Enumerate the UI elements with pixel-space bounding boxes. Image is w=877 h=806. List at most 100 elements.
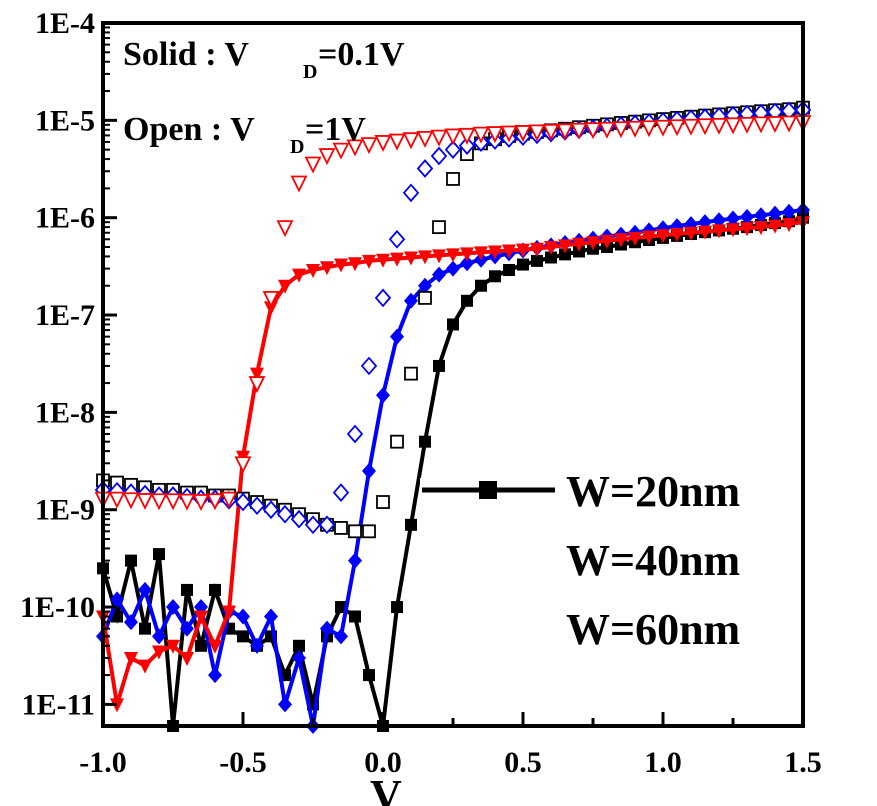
data-point bbox=[740, 222, 754, 237]
data-point bbox=[334, 628, 348, 645]
data-point bbox=[782, 203, 796, 220]
data-point bbox=[642, 230, 656, 245]
legend-label-w40: W=40nm bbox=[566, 536, 740, 585]
data-point bbox=[768, 205, 782, 222]
data-point bbox=[138, 659, 152, 674]
data-point bbox=[220, 491, 238, 509]
data-point bbox=[432, 220, 446, 235]
data-point bbox=[209, 583, 221, 596]
x-tick-label: 1.0 bbox=[644, 746, 682, 779]
data-point bbox=[208, 639, 222, 654]
data-point bbox=[290, 509, 308, 529]
axis-ticks: -1.0 -0.5 0.0 0.5 1.0 1.5 1E-11 1E-10 1E-9 1E-8 1E… bbox=[20, 7, 822, 779]
data-point bbox=[402, 132, 420, 150]
x-tick-label: -0.5 bbox=[219, 746, 267, 779]
data-point bbox=[474, 246, 488, 261]
data-point bbox=[348, 257, 362, 272]
data-point bbox=[766, 116, 784, 133]
data-point bbox=[726, 223, 740, 238]
data-point bbox=[559, 248, 571, 261]
data-point bbox=[152, 628, 166, 645]
data-point bbox=[542, 123, 560, 141]
x-tick-label: 0.0 bbox=[364, 746, 402, 779]
y-tick-label: 1E-5 bbox=[35, 104, 95, 137]
data-point bbox=[500, 125, 518, 143]
data-point bbox=[166, 639, 180, 654]
data-point bbox=[614, 233, 628, 248]
data-point bbox=[698, 225, 712, 240]
data-point bbox=[180, 651, 194, 666]
legend-marker-w20 bbox=[479, 481, 497, 499]
data-point bbox=[320, 620, 334, 637]
data-point bbox=[348, 524, 362, 539]
data-point bbox=[346, 424, 364, 444]
open-annotation: Open : V D =1V bbox=[123, 111, 366, 158]
data-point bbox=[530, 242, 544, 257]
data-point bbox=[682, 118, 700, 136]
data-point bbox=[489, 270, 501, 283]
solid-annotation-prefix: Solid : V bbox=[123, 36, 249, 73]
data-point bbox=[306, 264, 320, 279]
data-point bbox=[430, 146, 448, 166]
data-point bbox=[166, 599, 180, 616]
y-tick-label: 1E-8 bbox=[35, 396, 95, 429]
data-point bbox=[248, 376, 266, 394]
data-point bbox=[461, 294, 473, 307]
data-point bbox=[446, 248, 460, 263]
data-point bbox=[405, 518, 417, 531]
data-point bbox=[362, 524, 376, 539]
data-point bbox=[178, 493, 196, 511]
data-point bbox=[446, 260, 460, 277]
data-point bbox=[292, 649, 306, 666]
data-point bbox=[124, 614, 138, 631]
solid-annotation-subscript: D bbox=[303, 61, 317, 83]
data-point bbox=[374, 288, 392, 308]
data-point bbox=[668, 119, 686, 137]
data-point bbox=[181, 583, 193, 596]
y-tick-label: 1E-10 bbox=[20, 591, 95, 624]
data-point bbox=[432, 249, 446, 264]
data-point bbox=[544, 240, 558, 255]
plot-data-layer bbox=[94, 100, 812, 734]
data-point bbox=[180, 620, 194, 637]
data-point bbox=[304, 156, 322, 174]
data-point bbox=[195, 639, 207, 652]
x-tick-label: 0.5 bbox=[504, 746, 542, 779]
data-point bbox=[432, 266, 446, 283]
legend-label-w60: W=60nm bbox=[566, 605, 740, 654]
y-tick-label: 1E-9 bbox=[35, 494, 95, 527]
data-point bbox=[752, 116, 770, 134]
data-point bbox=[111, 610, 123, 623]
data-point bbox=[517, 258, 529, 271]
data-point bbox=[293, 639, 305, 652]
x-axis-title: V bbox=[370, 771, 402, 806]
data-point bbox=[248, 496, 266, 516]
data-point bbox=[570, 122, 588, 140]
data-point bbox=[292, 268, 306, 283]
data-point bbox=[374, 135, 392, 152]
data-point bbox=[460, 247, 474, 262]
data-point bbox=[447, 318, 459, 331]
data-point bbox=[418, 290, 432, 305]
data-point bbox=[334, 521, 348, 535]
data-point bbox=[234, 456, 252, 474]
data-point bbox=[125, 554, 137, 567]
data-point bbox=[460, 255, 474, 272]
data-point bbox=[320, 261, 334, 276]
data-point bbox=[318, 148, 336, 166]
y-tick-label: 1E-7 bbox=[35, 299, 95, 332]
data-point bbox=[262, 290, 280, 308]
data-point bbox=[404, 251, 418, 266]
series-2 bbox=[96, 216, 810, 713]
data-point bbox=[712, 212, 726, 229]
data-point bbox=[656, 229, 670, 244]
data-point bbox=[514, 125, 532, 142]
data-point bbox=[136, 493, 154, 510]
data-point bbox=[110, 591, 124, 608]
data-point bbox=[404, 292, 418, 309]
data-point bbox=[206, 493, 224, 511]
data-point bbox=[416, 159, 434, 178]
data-point bbox=[418, 277, 432, 294]
y-tick-label: 1E-11 bbox=[22, 688, 95, 721]
